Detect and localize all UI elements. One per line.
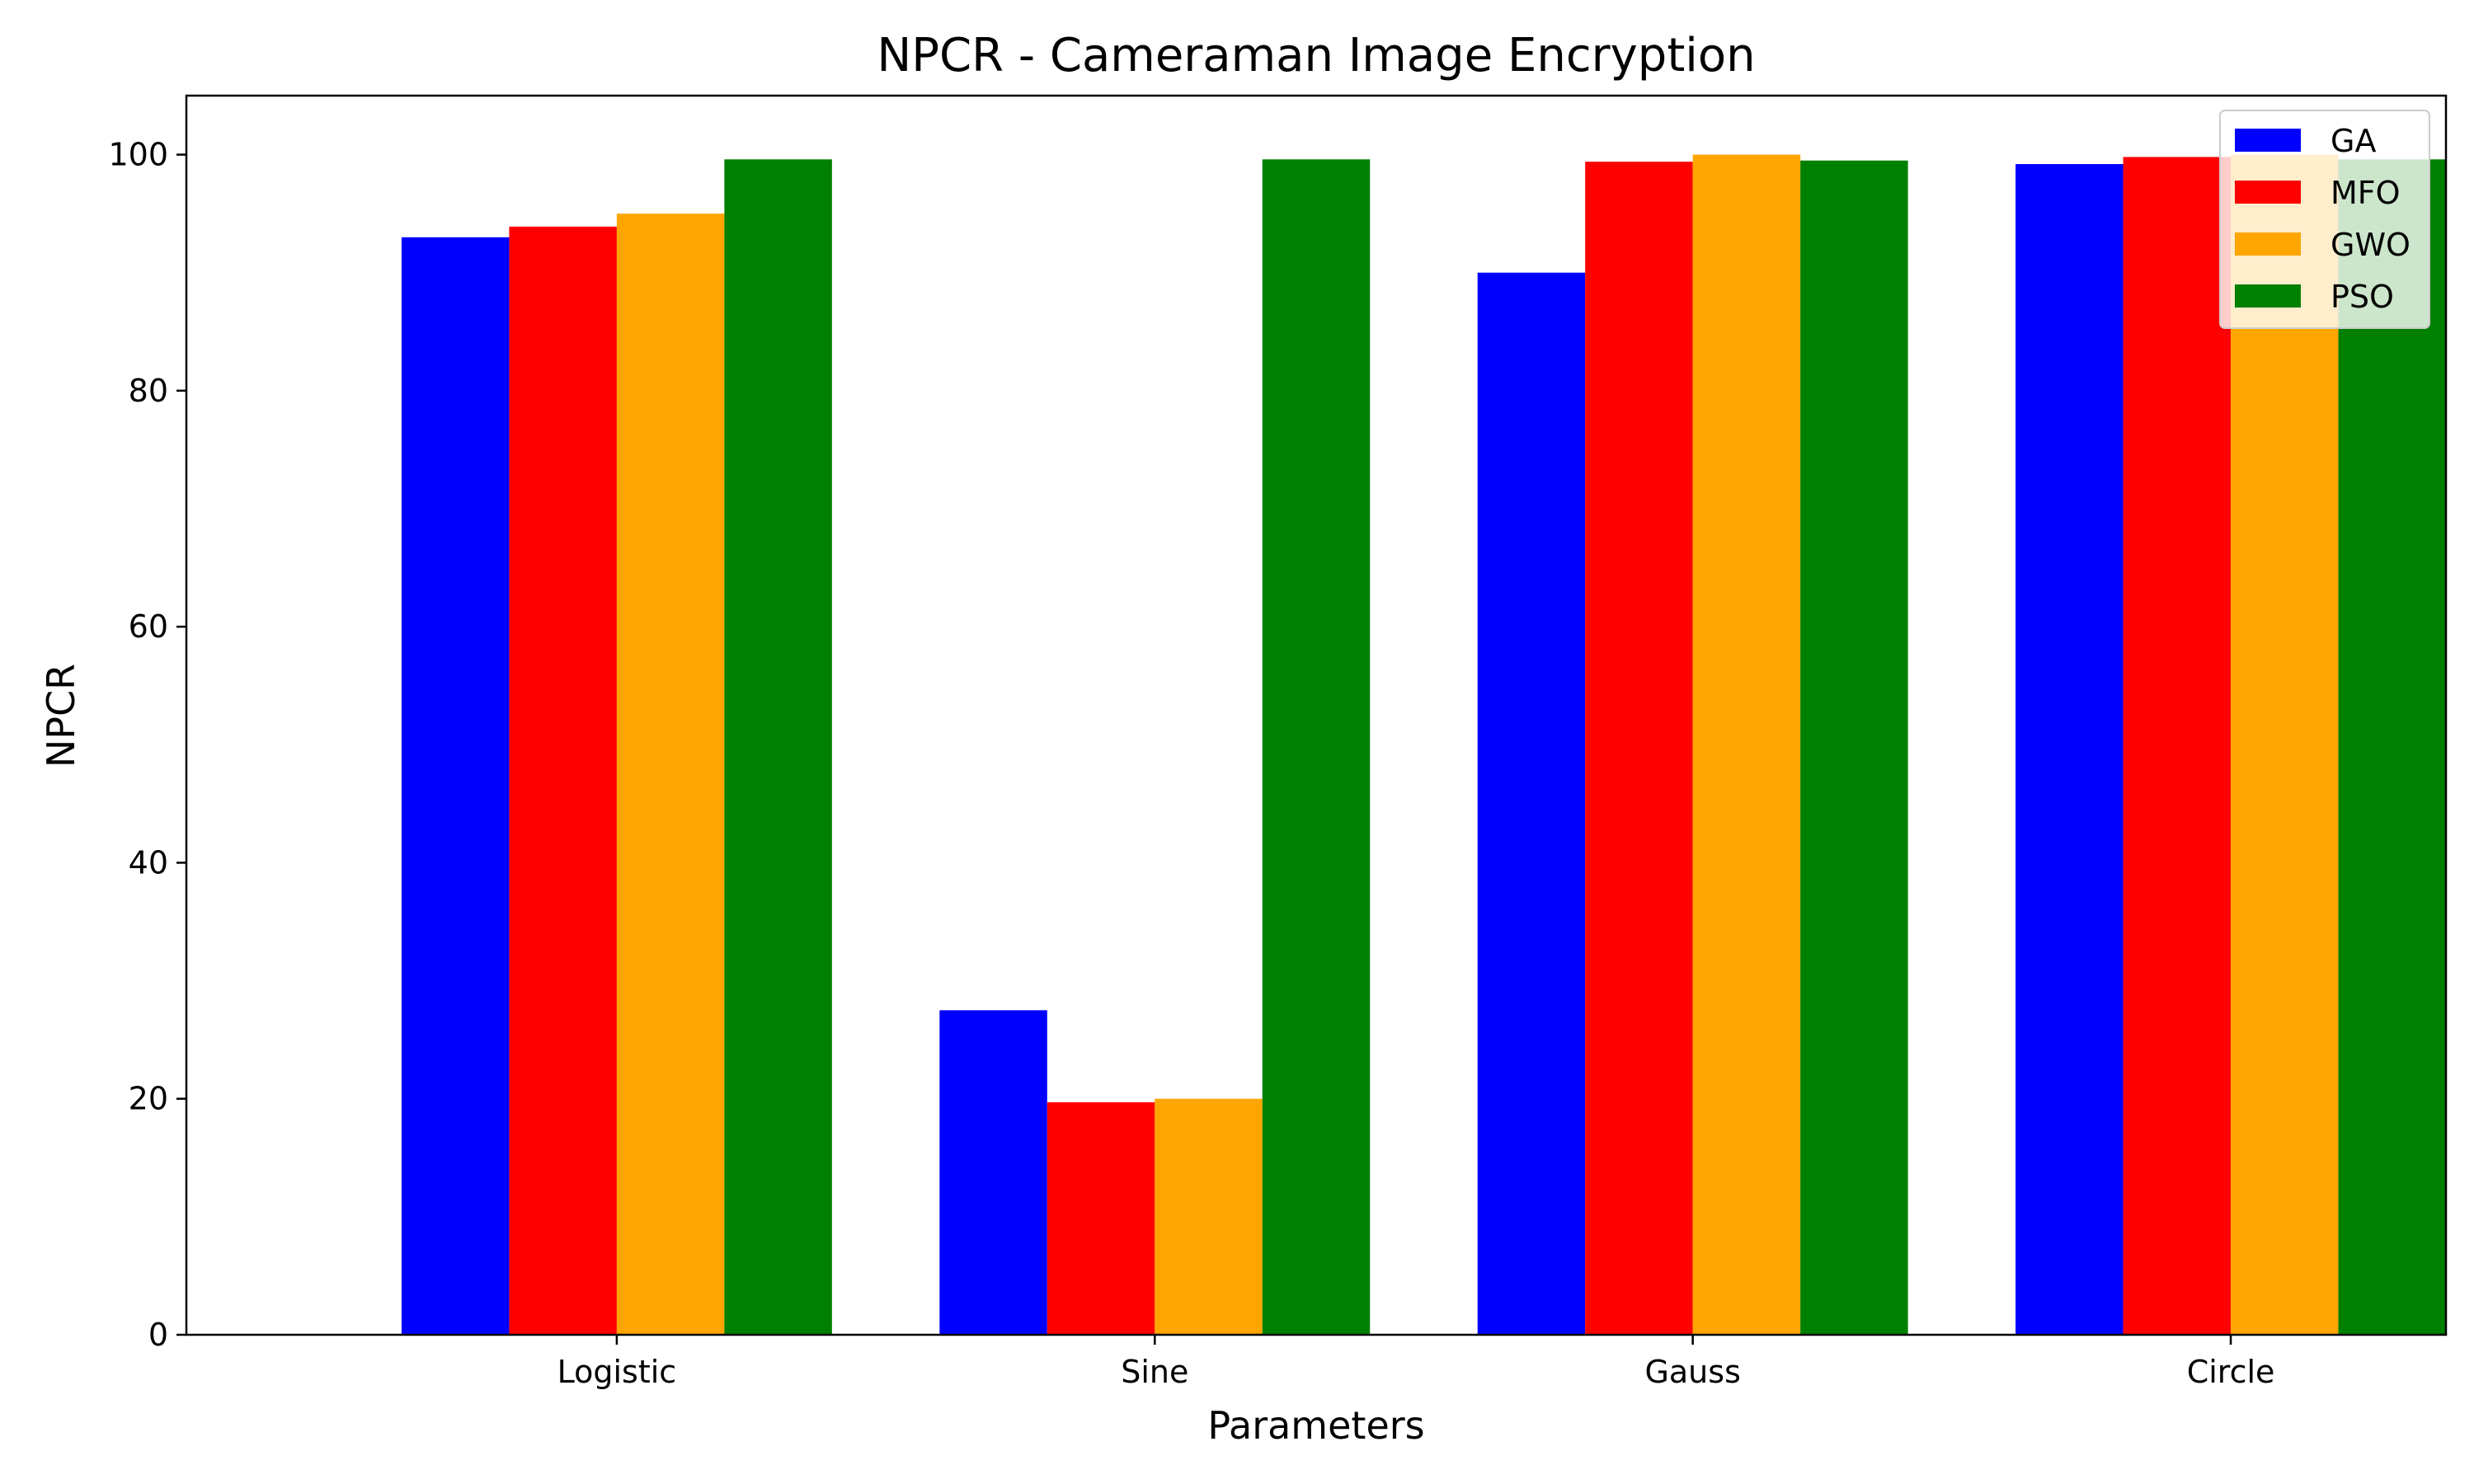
bar-mfo-logistic <box>509 226 617 1335</box>
bar-ga-logistic <box>401 237 510 1335</box>
x-tick-label-circle: Circle <box>2187 1354 2275 1390</box>
series-mfo <box>509 157 2232 1336</box>
bar-pso-circle <box>2338 159 2446 1335</box>
y-tick-label-100: 100 <box>108 137 168 173</box>
bar-pso-logistic <box>724 159 832 1335</box>
chart-title: NPCR - Cameraman Image Encryption <box>877 29 1755 82</box>
y-axis-label: NPCR <box>39 664 83 768</box>
bar-mfo-sine <box>1047 1102 1155 1335</box>
series-gwo <box>616 154 2339 1335</box>
legend-box <box>2219 110 2430 329</box>
bar-ga-circle <box>2015 164 2124 1335</box>
bar-pso-sine <box>1262 159 1371 1335</box>
bar-mfo-gauss <box>1585 162 1693 1335</box>
bar-gwo-gauss <box>1692 154 1801 1335</box>
y-tick-label-80: 80 <box>129 373 168 409</box>
legend: GA MFO GWO PSO <box>2219 110 2430 329</box>
y-tick-label-0: 0 <box>148 1317 168 1353</box>
series-ga <box>401 164 2124 1336</box>
bars-layer <box>401 154 2446 1336</box>
bar-gwo-logistic <box>616 214 725 1335</box>
y-axis: 0 20 40 60 80 100 <box>108 137 186 1353</box>
y-tick-label-20: 20 <box>129 1081 168 1117</box>
y-tick-label-40: 40 <box>129 844 168 881</box>
x-tick-label-sine: Sine <box>1121 1354 1188 1390</box>
x-tick-label-logistic: Logistic <box>557 1354 677 1390</box>
x-tick-label-gauss: Gauss <box>1644 1354 1740 1390</box>
plot-frame <box>185 94 2448 1336</box>
legend-swatch-pso <box>2235 284 2301 308</box>
legend-label-ga: GA <box>2331 123 2376 159</box>
bar-gwo-circle <box>2231 154 2339 1335</box>
bar-pso-gauss <box>1800 160 1908 1336</box>
legend-swatch-ga <box>2235 129 2301 152</box>
bar-ga-gauss <box>1477 272 1586 1336</box>
series-pso <box>724 159 2446 1336</box>
x-axis: Logistic Sine Gauss Circle <box>557 1335 2275 1390</box>
legend-swatch-gwo <box>2235 232 2301 256</box>
bar-mfo-circle <box>2123 157 2232 1336</box>
legend-swatch-mfo <box>2235 181 2301 204</box>
legend-label-gwo: GWO <box>2331 227 2411 263</box>
x-axis-label: Parameters <box>1207 1403 1424 1448</box>
bar-ga-sine <box>939 1010 1047 1335</box>
legend-label-mfo: MFO <box>2331 175 2401 211</box>
legend-label-pso: PSO <box>2331 279 2394 315</box>
y-tick-label-60: 60 <box>129 608 168 645</box>
bar-gwo-sine <box>1155 1098 1263 1335</box>
